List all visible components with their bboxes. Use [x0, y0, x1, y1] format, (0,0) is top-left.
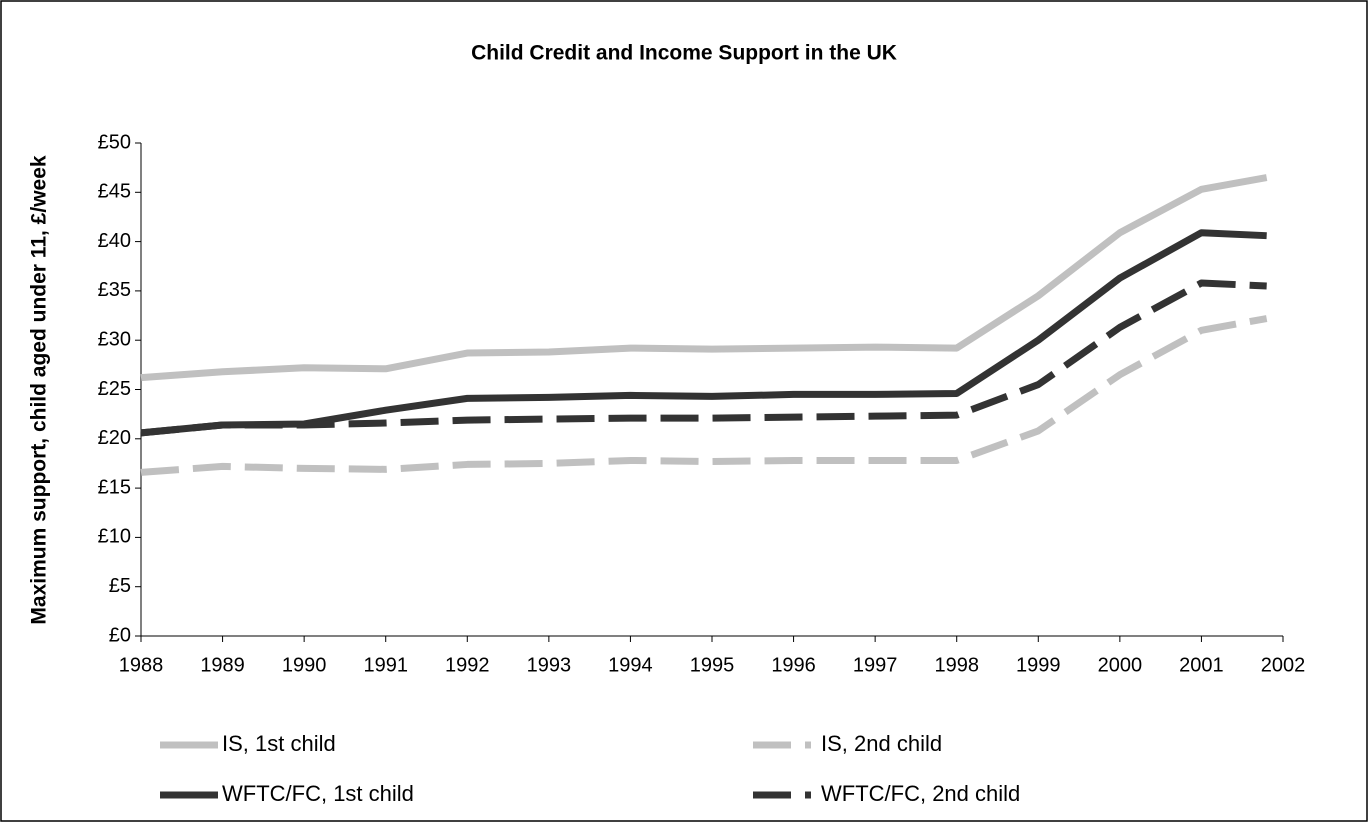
y-tick-label: £45: [98, 181, 131, 203]
y-tick-label: £50: [98, 131, 131, 153]
series-line: [140, 279, 1267, 437]
series-line: [140, 229, 1267, 437]
x-tick-label: 1994: [608, 654, 653, 676]
series-line: [140, 174, 1268, 382]
chart-title: Child Credit and Income Support in the U…: [471, 42, 897, 65]
y-tick-label: £10: [98, 526, 131, 548]
y-tick-label: £30: [98, 328, 131, 350]
legend-label: IS, 2nd child: [821, 731, 942, 756]
x-tick-label: 1990: [282, 654, 327, 676]
x-tick-label: 2002: [1261, 654, 1306, 676]
legend-label: WFTC/FC, 2nd child: [821, 781, 1020, 806]
x-tick-label: 1991: [363, 654, 408, 676]
x-tick-label: 1999: [1016, 654, 1061, 676]
y-tick-label: £25: [98, 378, 131, 400]
x-tick-label: 1998: [934, 654, 979, 676]
x-tick-label: 1996: [771, 654, 816, 676]
y-tick-label: £35: [98, 279, 131, 301]
series-line: [140, 315, 1268, 476]
x-tick-label: 1989: [200, 654, 245, 676]
x-tick-label: 2001: [1179, 654, 1224, 676]
x-tick-label: 1995: [690, 654, 735, 676]
x-tick-label: 1997: [853, 654, 898, 676]
y-tick-label: £40: [98, 230, 131, 252]
legend-label: WFTC/FC, 1st child: [222, 781, 414, 806]
x-tick-label: 1988: [119, 654, 164, 676]
y-tick-label: £5: [109, 575, 131, 597]
y-tick-label: £20: [98, 427, 131, 449]
x-tick-label: 1992: [445, 654, 490, 676]
x-tick-label: 1993: [527, 654, 572, 676]
y-axis-label: Maximum support, child aged under 11, £/…: [28, 155, 51, 624]
x-tick-label: 2000: [1098, 654, 1143, 676]
legend-label: IS, 1st child: [222, 731, 336, 756]
y-tick-label: £15: [98, 476, 131, 498]
y-tick-label: £0: [109, 624, 131, 646]
